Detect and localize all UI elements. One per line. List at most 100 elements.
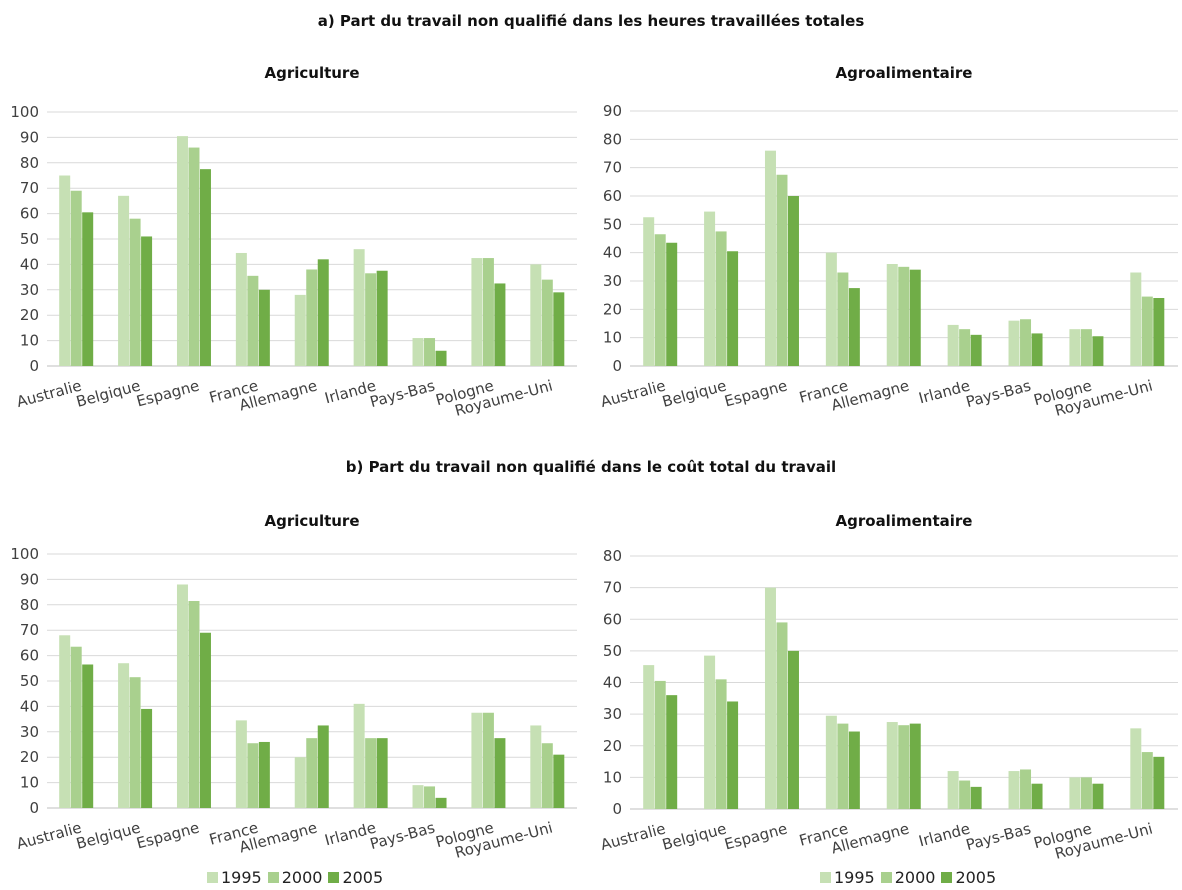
chart-a-agriculture: Agriculture 0 10 20 30 40 50 60 70 80 90 100 Austral… [10,64,577,420]
y-tick-label: 30 [603,705,622,723]
x-tick-label: Irlande [917,376,972,407]
x-tick-label: Pays-Bas [368,818,437,853]
x-tick-label: Belgique [660,376,728,410]
y-tick-label: 40 [603,244,622,262]
x-tick-label: Pays-Bas [964,819,1033,854]
legend-item: 2000 [267,868,322,887]
bar-2005 [317,725,329,808]
legend-left: 1995 2000 2005 [207,868,383,887]
chart-a-agroalimentaire: Agroalimentaire 0 10 20 30 40 50 60 70 80 90 Austra… [599,64,1178,420]
y-tick-label: 30 [20,723,39,741]
x-tick-label: Australie [599,819,668,854]
bar-2000 [247,743,259,808]
y-tick-label: 70 [20,621,39,639]
y-tick-label: 10 [20,774,39,792]
y-tick-label: 70 [603,159,622,177]
bar-2000 [424,786,436,808]
bar-2000 [959,329,971,366]
bar-1995 [235,252,247,366]
bar-2000 [776,622,788,809]
bar-1995 [412,785,424,808]
y-tick-label: 90 [20,570,39,588]
bar-1995 [643,665,655,809]
bar-2000 [365,738,377,808]
section-b-title: b) Part du travail non qualifié dans le … [345,458,837,476]
chart-title: Agroalimentaire [836,512,973,530]
bar-2000 [715,679,727,809]
bar-2005 [494,283,506,366]
bar-2005 [909,269,921,366]
bar-2005 [1031,333,1043,366]
bar-1995 [704,655,716,809]
y-tick-label: 30 [20,281,39,299]
x-tick-label: Pays-Bas [964,376,1033,411]
bar-1995 [530,725,542,808]
y-tick-label: 100 [10,103,39,121]
legend-item: 2005 [328,868,383,887]
y-tick-label: 60 [20,205,39,223]
bar-2005 [376,270,388,366]
bar-2000 [1141,752,1153,809]
legend-swatch-2005 [941,872,953,883]
x-tick-label: Espagne [135,818,202,852]
bar-2005 [376,738,388,808]
bar-2000 [837,272,849,366]
bar-2005 [435,350,447,366]
bar-2005 [258,289,270,366]
y-tick-label: 70 [603,579,622,597]
y-tick-label: 0 [612,800,622,818]
y-tick-label: 60 [20,647,39,665]
bar-2000 [306,269,318,366]
chart-b-agroalimentaire: Agroalimentaire 0 10 20 30 40 50 60 70 80 Australi… [599,512,1178,863]
bar-2005 [848,288,860,366]
y-tick-label: 80 [20,596,39,614]
bar-2000 [365,273,377,366]
bar-2000 [188,147,200,366]
bar-2005 [494,738,506,808]
bar-1995 [643,217,655,366]
bar-2005 [199,169,211,366]
bar-2000 [541,279,553,366]
bar-2000 [424,338,436,366]
bar-2000 [715,231,727,366]
y-tick-label: 40 [20,255,39,273]
bar-2005 [553,754,565,808]
x-tick-label: Belgique [74,818,142,852]
x-tick-label: Belgique [660,819,728,853]
bar-2005 [82,212,94,366]
bar-2000 [1080,777,1092,809]
bar-1995 [825,252,837,366]
bar-2000 [70,646,82,808]
y-tick-label: 70 [20,179,39,197]
legend-label: 1995 [834,868,875,887]
bar-2000 [482,258,494,366]
y-tick-label: 40 [603,674,622,692]
y-tick-label: 20 [603,737,622,755]
bar-2000 [776,174,788,366]
bar-1995 [1069,777,1081,809]
legend-swatch-1995 [820,872,831,883]
bar-2005 [199,632,211,808]
bar-1995 [1130,728,1142,809]
legend-label: 2005 [955,868,997,887]
x-tick-label: Australie [15,376,84,411]
y-tick-label: 10 [603,329,622,347]
section-a-title: a) Part du travail non qualifié dans les… [317,12,865,30]
bar-1995 [118,195,130,366]
y-tick-label: 20 [603,300,622,318]
bar-1995 [353,703,365,808]
legend-swatch-2005 [328,872,340,883]
bar-2005 [82,664,94,808]
bar-2005 [666,242,678,366]
y-tick-label: 0 [29,357,39,375]
bar-2005 [848,731,860,809]
bar-1995 [825,715,837,809]
legend-item: 2005 [941,868,996,887]
bar-2005 [553,292,565,366]
bar-2005 [317,259,329,366]
legend-right: 1995 2000 2005 [820,868,996,887]
y-tick-label: 10 [603,768,622,786]
y-tick-label: 60 [603,187,622,205]
bar-2005 [1031,783,1043,809]
y-tick-label: 10 [20,332,39,350]
